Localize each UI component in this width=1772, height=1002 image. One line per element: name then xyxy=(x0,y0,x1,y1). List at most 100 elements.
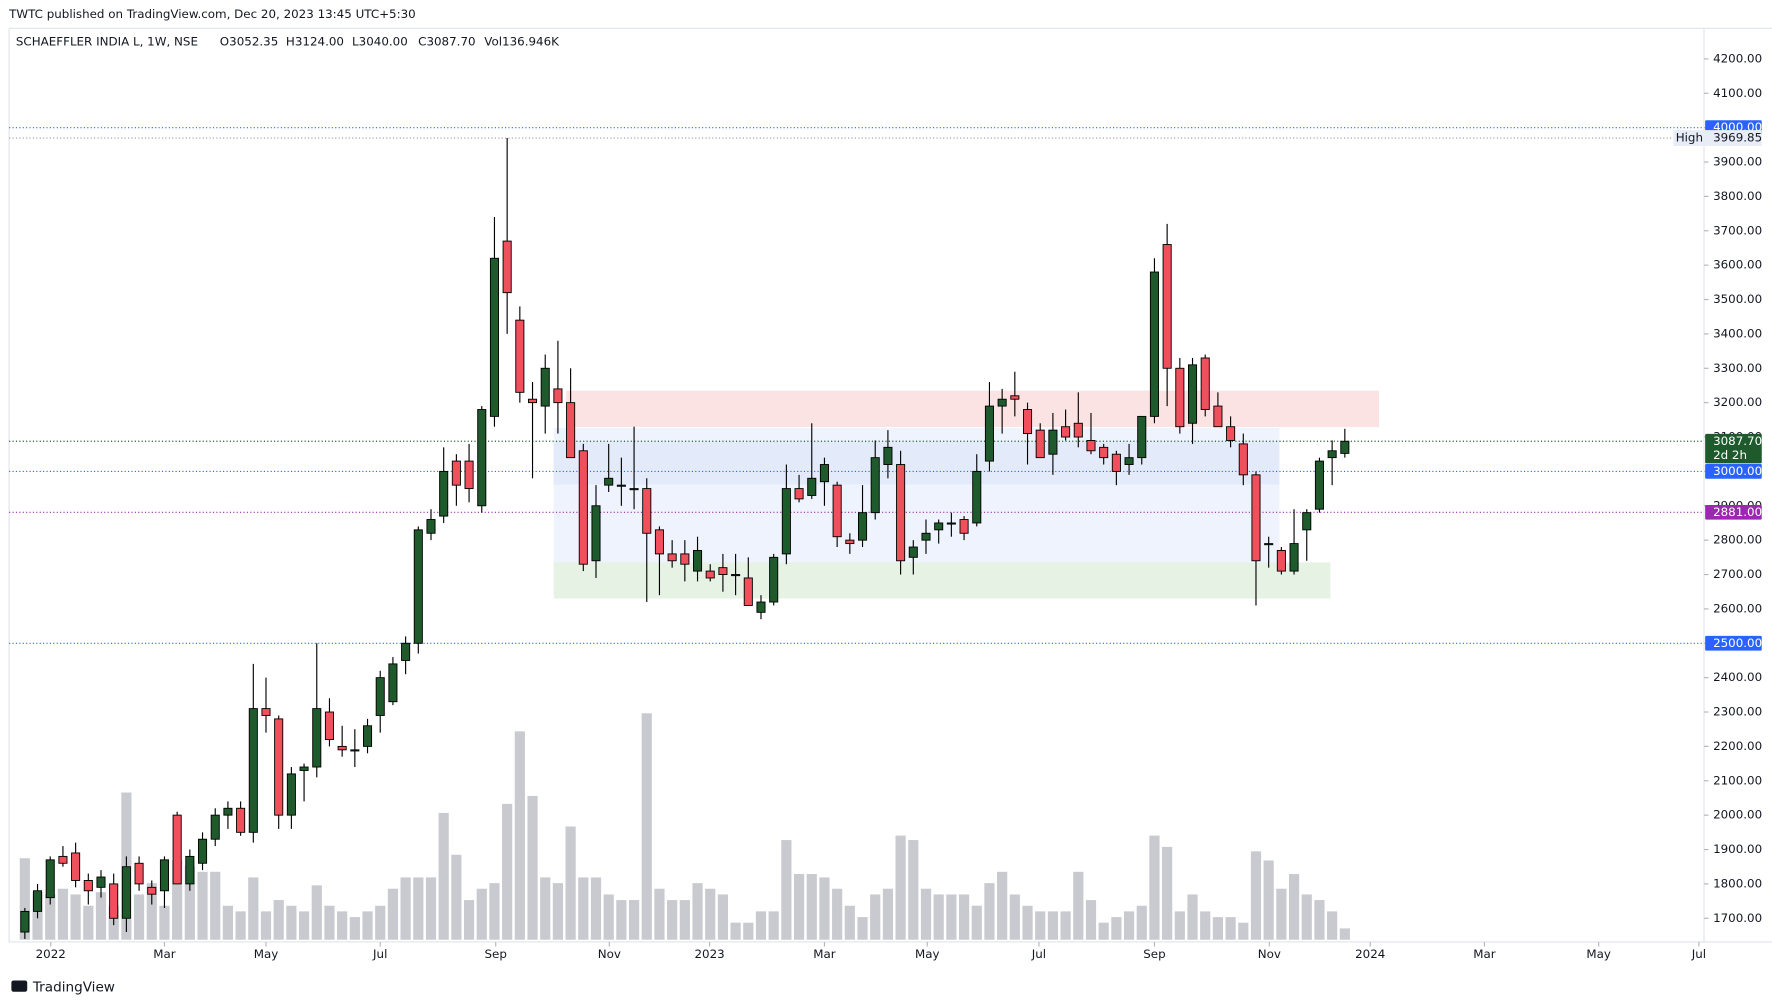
candle-body xyxy=(1073,422,1083,438)
volume-bar xyxy=(578,877,589,940)
x-tick-label: Mar xyxy=(1473,947,1496,961)
candle-body xyxy=(908,546,918,558)
volume-bar xyxy=(920,888,932,940)
zone xyxy=(553,441,1280,485)
candle-body xyxy=(489,257,499,417)
volume-bar xyxy=(768,911,779,940)
candle-body xyxy=(921,532,931,541)
candle-body xyxy=(642,488,652,534)
volume-bar xyxy=(159,905,170,940)
volume-bar xyxy=(286,905,297,940)
candle-body xyxy=(1137,415,1147,459)
volume-bar xyxy=(298,911,310,940)
candle-body xyxy=(121,866,131,919)
volume-bar xyxy=(971,905,982,940)
y-tick-label: 4200.00 xyxy=(1713,51,1762,65)
candle-body xyxy=(1200,357,1210,410)
candle-body xyxy=(1327,450,1337,459)
volume-bar xyxy=(57,888,69,940)
candle-body xyxy=(286,773,296,816)
candle-body xyxy=(693,550,703,572)
candle-body xyxy=(451,460,461,486)
volume-bar xyxy=(83,905,94,940)
x-tick-label: Jul xyxy=(372,947,387,961)
volume-bar xyxy=(476,888,487,940)
candle-body xyxy=(934,522,944,531)
volume-bar xyxy=(1060,911,1071,940)
candle-body xyxy=(20,910,30,933)
volume-bar xyxy=(19,858,30,940)
y-tick-label: 1800.00 xyxy=(1713,876,1762,890)
volume-bar xyxy=(1162,846,1173,940)
y-tick-label: 2300.00 xyxy=(1713,705,1762,719)
candle-body xyxy=(210,814,220,840)
candle-body xyxy=(248,708,258,833)
candle-body xyxy=(794,488,804,500)
price-label: 3969.85 xyxy=(1713,131,1762,145)
volume-bar xyxy=(806,874,817,940)
candle-body xyxy=(1302,512,1312,531)
volume-bar xyxy=(311,885,322,940)
y-tick-label: 3700.00 xyxy=(1713,223,1762,237)
x-tick-label: 2023 xyxy=(694,947,724,961)
volume-bar xyxy=(679,900,690,940)
candle-body xyxy=(1264,543,1274,546)
volume-bar xyxy=(895,835,906,940)
candle-body xyxy=(324,711,334,740)
volume-bar xyxy=(324,905,335,940)
x-tick-label: Sep xyxy=(485,947,507,961)
volume-bar xyxy=(260,911,272,940)
volume-bar xyxy=(1073,871,1084,940)
candle-body xyxy=(33,890,43,912)
candle-body xyxy=(566,402,576,459)
candle-body xyxy=(515,319,525,393)
volume-bar xyxy=(717,894,729,940)
volume-bar xyxy=(933,894,944,940)
volume-bar xyxy=(1250,851,1262,940)
candle-body xyxy=(299,766,309,771)
zone xyxy=(553,562,1331,599)
volume-bar xyxy=(1022,905,1033,940)
candle-body xyxy=(71,852,81,881)
volume-bar xyxy=(1263,860,1274,940)
y-tick-label: 3300.00 xyxy=(1713,361,1762,375)
volume-bar xyxy=(489,883,500,940)
candle-body xyxy=(185,855,195,885)
price-label-bg xyxy=(1705,635,1762,651)
volume-bar xyxy=(451,854,462,940)
volume-bar xyxy=(1212,917,1224,940)
candle-body xyxy=(375,677,385,716)
y-tick-label: 2600.00 xyxy=(1713,601,1762,615)
price-label: 3000.00 xyxy=(1713,464,1762,478)
volume-bar xyxy=(273,900,284,940)
volume-bar xyxy=(45,894,56,940)
x-tick-label: May xyxy=(254,947,279,961)
volume-bar xyxy=(1187,894,1198,940)
x-tick-label: Nov xyxy=(1258,947,1281,961)
price-label: 2881.00 xyxy=(1713,505,1762,519)
candle-body xyxy=(604,477,614,486)
footer-brand: TradingView xyxy=(32,979,115,995)
volume-bar xyxy=(565,826,576,940)
volume-bar xyxy=(540,877,551,940)
volume-bar xyxy=(438,812,449,940)
candle-body xyxy=(172,814,182,885)
candle-body xyxy=(731,574,741,577)
volume-bar xyxy=(362,911,373,940)
candle-body xyxy=(1149,271,1159,417)
y-tick-label: 4100.00 xyxy=(1713,86,1762,100)
x-tick-label: Mar xyxy=(153,947,176,961)
candle-body xyxy=(1213,405,1223,428)
candle-body xyxy=(1124,457,1134,465)
legend-value: Vol136.946K xyxy=(484,34,560,48)
candle-body xyxy=(96,876,106,888)
candle-body xyxy=(756,601,766,613)
x-tick-label: 2022 xyxy=(36,947,66,961)
volume-bar xyxy=(590,877,602,940)
legend-value: O3052.35 xyxy=(220,34,278,48)
candle-body xyxy=(845,539,855,545)
candle-body xyxy=(337,745,347,751)
y-tick-label: 3500.00 xyxy=(1713,292,1762,306)
volume-bar xyxy=(857,917,868,940)
volume-bar xyxy=(1238,922,1249,940)
